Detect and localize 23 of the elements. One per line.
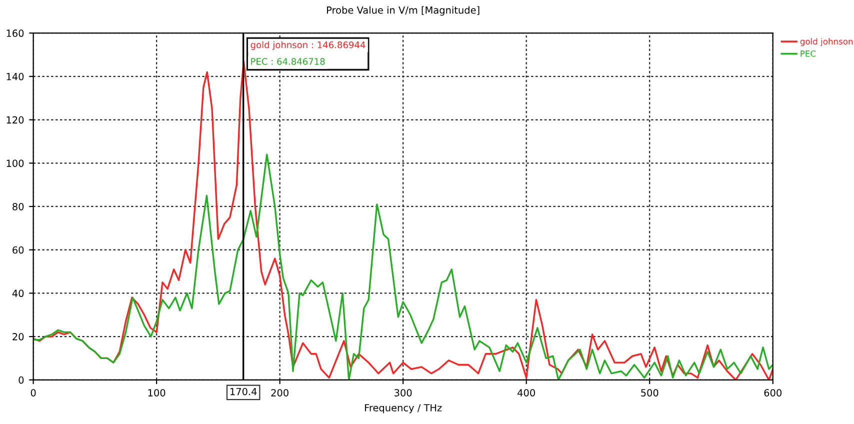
x-tick-label: 0 [30, 389, 36, 396]
ref-line-label: 170.4 [230, 388, 257, 396]
y-tick-label: 80 [12, 202, 24, 210]
y-tick-label: 140 [6, 72, 24, 80]
y-tick-label: 120 [6, 116, 24, 124]
x-tick-label: 400 [518, 389, 535, 396]
x-tick-label: 100 [148, 389, 166, 396]
x-tick-label: 300 [394, 389, 412, 396]
annotation: PEC : 64.846718 [251, 58, 325, 65]
x-axis-title: Frequency / THz [365, 404, 442, 414]
annotation: gold johnson : 146.86944 [250, 41, 366, 50]
legend-label: gold johnson [800, 38, 853, 46]
x-tick-label: 200 [271, 389, 288, 396]
legend-label: PEC [800, 50, 816, 57]
y-tick-label: 160 [6, 30, 24, 37]
y-tick-label: 60 [12, 246, 24, 254]
y-tick-label: 40 [12, 290, 24, 298]
y-tick-label: 20 [12, 333, 24, 340]
x-tick-label: 600 [764, 389, 782, 396]
chart-title: Probe Value in V/m [Magnitude] [327, 6, 480, 16]
y-tick-label: 100 [6, 160, 24, 167]
y-tick-label: 0 [18, 376, 24, 384]
x-tick-label: 500 [641, 389, 658, 396]
